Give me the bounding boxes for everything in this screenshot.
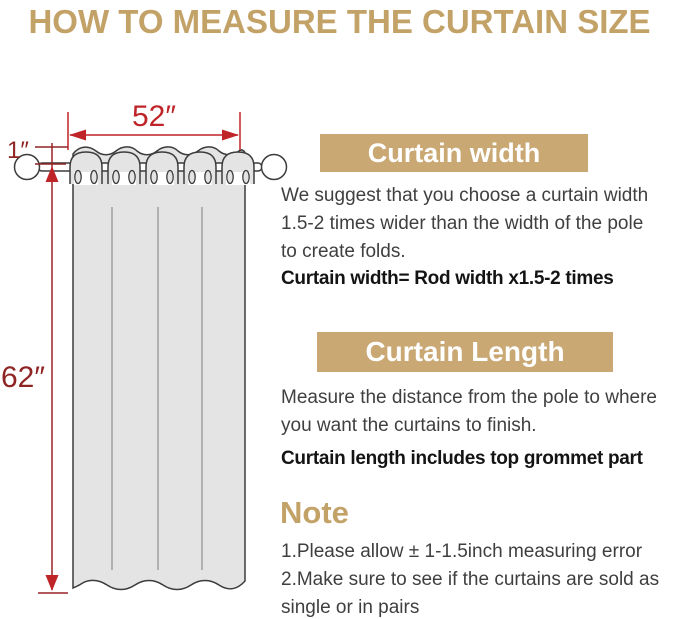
curtain-width-description: We suggest that you choose a curtain wid… bbox=[281, 185, 649, 262]
arrow-up-icon bbox=[45, 166, 59, 182]
note-item-1: 1.Please allow ± 1-1.5inch measuring err… bbox=[281, 541, 643, 562]
top-dimension-label: 1″ bbox=[7, 137, 29, 164]
note-item-2: 2.Make sure to see if the curtains are s… bbox=[281, 569, 660, 618]
grommet-tab bbox=[107, 151, 141, 185]
grommet-tabs bbox=[69, 151, 255, 185]
arrow-right-icon bbox=[222, 129, 239, 141]
curtain-width-formula: Curtain width= Rod width x1.5-2 times bbox=[281, 268, 614, 289]
curtain-diagram: 52″ 1″ 62″ bbox=[1, 100, 288, 594]
grommet-tab bbox=[183, 151, 217, 185]
length-dimension-label: 62″ bbox=[1, 361, 45, 394]
note-heading: Note bbox=[280, 495, 349, 530]
grommet-tab bbox=[221, 151, 255, 185]
length-dimension: 62″ bbox=[1, 143, 68, 594]
rod-finial-right bbox=[260, 153, 288, 181]
curtain-length-formula: Curtain length includes top grommet part bbox=[281, 448, 643, 469]
section-heading-curtain-length: Curtain Length bbox=[317, 332, 613, 372]
width-dimension-label: 52″ bbox=[132, 100, 176, 133]
section-heading-curtain-width: Curtain width bbox=[320, 134, 588, 172]
grommet-tab bbox=[69, 151, 103, 185]
grommet-tab bbox=[145, 151, 179, 185]
width-dimension: 52″ bbox=[67, 100, 241, 150]
curtain-panel bbox=[72, 146, 246, 591]
curtain-fold-lines bbox=[111, 207, 203, 570]
arrow-down-icon bbox=[45, 575, 59, 591]
arrow-left-icon bbox=[69, 129, 86, 141]
curtain-length-description: Measure the distance from the pole to wh… bbox=[281, 387, 657, 436]
top-dimension: 1″ bbox=[7, 137, 68, 165]
page-title: HOW TO MEASURE THE CURTAIN SIZE bbox=[28, 3, 651, 40]
rod-finial-left bbox=[13, 153, 41, 181]
